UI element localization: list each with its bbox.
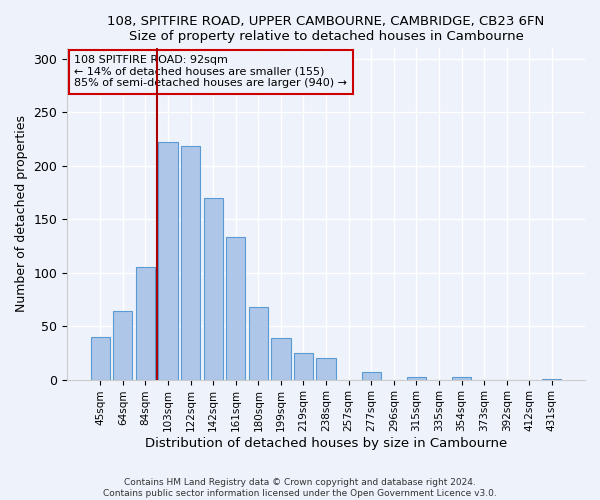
Bar <box>91 337 110 380</box>
Bar <box>226 238 245 380</box>
Text: 108 SPITFIRE ROAD: 92sqm
← 14% of detached houses are smaller (155)
85% of semi-: 108 SPITFIRE ROAD: 92sqm ← 14% of detach… <box>74 56 347 88</box>
Bar <box>271 338 290 380</box>
Bar <box>113 311 133 380</box>
Y-axis label: Number of detached properties: Number of detached properties <box>15 116 28 312</box>
X-axis label: Distribution of detached houses by size in Cambourne: Distribution of detached houses by size … <box>145 437 507 450</box>
Bar <box>407 378 426 380</box>
Bar <box>362 372 381 380</box>
Bar <box>136 268 155 380</box>
Bar <box>181 146 200 380</box>
Title: 108, SPITFIRE ROAD, UPPER CAMBOURNE, CAMBRIDGE, CB23 6FN
Size of property relati: 108, SPITFIRE ROAD, UPPER CAMBOURNE, CAM… <box>107 15 545 43</box>
Bar <box>203 198 223 380</box>
Bar <box>452 378 471 380</box>
Bar <box>249 307 268 380</box>
Text: Contains HM Land Registry data © Crown copyright and database right 2024.
Contai: Contains HM Land Registry data © Crown c… <box>103 478 497 498</box>
Bar <box>158 142 178 380</box>
Bar <box>316 358 335 380</box>
Bar <box>542 378 562 380</box>
Bar <box>294 353 313 380</box>
